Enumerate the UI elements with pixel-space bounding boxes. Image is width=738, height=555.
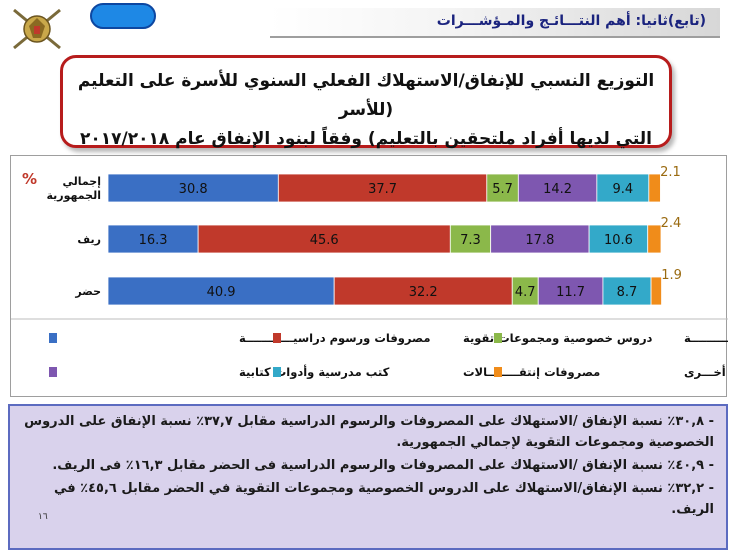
data-label: 11.7 [556, 285, 585, 300]
data-label: 16.3 [139, 233, 168, 248]
stacked-bar-chart: إجمالي الجمهورية ريف حضر 30.8 37.7 5.7 14.2 9.4 2… [11, 165, 728, 380]
percent-unit-label: % [22, 170, 38, 188]
bar-segment [197, 224, 451, 254]
chart-title-line-1: التوزيع النسبي للإنفاق/الاستهلاك الفعلي … [77, 71, 655, 120]
bar-segment [647, 224, 662, 254]
note-2: - ٤٠,٩٪ نسبة الإنفاق /الاستهلاك على المص… [52, 458, 714, 473]
data-label: 7.3 [460, 233, 481, 248]
chart-area: إجمالي الجمهورية ريف حضر 30.8 37.7 5.7 14.2 9.4 2… [10, 155, 728, 397]
chart-title-line-2: التي لديها أفراد ملتحقين بالتعليم) وفقاً… [79, 129, 652, 149]
eagle-emblem-icon [13, 8, 61, 50]
data-label: 5.7 [492, 182, 513, 197]
page-header: (تابع)ثانيا: أهم النتـــائـج والمـؤشـــر… [270, 8, 720, 38]
data-label: 2.4 [661, 216, 682, 231]
bar-segment [602, 276, 652, 306]
bar-segment [107, 224, 199, 254]
data-label: 30.8 [179, 182, 208, 197]
data-label: 9.4 [612, 182, 633, 197]
category-label: حضر [74, 285, 101, 298]
data-label: 40.9 [207, 285, 236, 300]
data-label: 10.6 [604, 233, 633, 248]
legend-swatch [273, 367, 281, 377]
bar-segment [277, 173, 488, 203]
bar-segment [511, 276, 539, 306]
bar-segment [486, 173, 519, 203]
blue-oval-shape [90, 3, 156, 29]
bar-segment [107, 173, 279, 203]
data-label: 8.7 [617, 285, 638, 300]
data-label: 2.1 [660, 165, 681, 180]
page-number: ١٦ [38, 512, 48, 522]
legend-swatch [49, 333, 57, 343]
legend-label: مصروفات إنتقــــــــالات [463, 365, 600, 380]
data-label: 32.2 [409, 285, 438, 300]
category-label: إجمالي الجمهورية [47, 175, 102, 202]
data-label: 1.9 [661, 268, 682, 283]
legend-swatch [49, 367, 57, 377]
legend-label: كتب مدرسية وأدوات كتابية [239, 364, 390, 380]
legend-swatch [273, 333, 281, 343]
bar-segment [650, 276, 662, 306]
notes-box: - ٣٠,٨٪ نسبة الإنفاق /الاستهلاك على المص… [8, 404, 728, 550]
legend-label: دروس خصوصية ومجموعات تقوية [463, 331, 653, 346]
note-1: - ٣٠,٨٪ نسبة الإنفاق /الاستهلاك على المص… [24, 414, 714, 450]
data-label: 45.6 [310, 233, 339, 248]
category-label: ريف [77, 233, 101, 246]
legend-swatch [494, 367, 502, 377]
data-label: 17.8 [525, 233, 554, 248]
legend-swatch [494, 333, 502, 343]
legend-label: مصروفات ورسوم دراسيــــــــــــة [239, 331, 431, 346]
bar-segment [596, 173, 650, 203]
data-label: 4.7 [515, 285, 536, 300]
data-label: 14.2 [543, 182, 572, 197]
legend-label: ملابس وشنط مدرسيـــــــــــة [684, 331, 728, 346]
data-label: 37.7 [368, 182, 397, 197]
chart-title-box: التوزيع النسبي للإنفاق/الاستهلاك الفعلي … [60, 55, 672, 149]
legend-label: مصاريف تعليمية أخـــرى [684, 364, 728, 379]
note-3: - ٣٢,٢٪ نسبة الإنفاق/الاستهلاك على الدرو… [53, 481, 714, 517]
bar-segment [107, 276, 335, 306]
bar-segment [648, 173, 661, 203]
bar-segment [490, 224, 590, 254]
header-title: (تابع)ثانيا: أهم النتـــائـج والمـؤشـــر… [436, 13, 706, 29]
